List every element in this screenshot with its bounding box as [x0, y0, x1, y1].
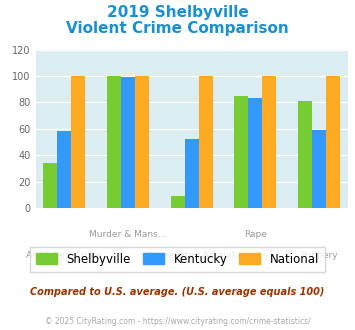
Bar	[43, 163, 57, 208]
Bar	[298, 101, 312, 208]
Bar	[234, 96, 248, 208]
Bar	[121, 77, 135, 208]
Bar	[185, 139, 199, 208]
Text: Robbery: Robbery	[300, 251, 338, 260]
Bar	[171, 196, 185, 208]
Text: Compared to U.S. average. (U.S. average equals 100): Compared to U.S. average. (U.S. average …	[30, 287, 325, 297]
Bar	[248, 98, 262, 208]
Text: © 2025 CityRating.com - https://www.cityrating.com/crime-statistics/: © 2025 CityRating.com - https://www.city…	[45, 317, 310, 326]
Text: Aggravated Assault: Aggravated Assault	[147, 251, 236, 260]
Bar	[326, 76, 340, 208]
Legend: Shelbyville, Kentucky, National: Shelbyville, Kentucky, National	[30, 247, 325, 272]
Bar	[57, 131, 71, 208]
Bar	[135, 76, 149, 208]
Text: All Violent Crime: All Violent Crime	[26, 251, 102, 260]
Bar	[199, 76, 213, 208]
Text: 2019 Shelbyville: 2019 Shelbyville	[106, 5, 248, 20]
Text: Rape: Rape	[244, 230, 267, 239]
Bar	[71, 76, 85, 208]
Bar	[262, 76, 277, 208]
Text: Violent Crime Comparison: Violent Crime Comparison	[66, 21, 289, 36]
Text: Murder & Mans...: Murder & Mans...	[89, 230, 166, 239]
Bar	[312, 130, 326, 208]
Bar	[107, 76, 121, 208]
